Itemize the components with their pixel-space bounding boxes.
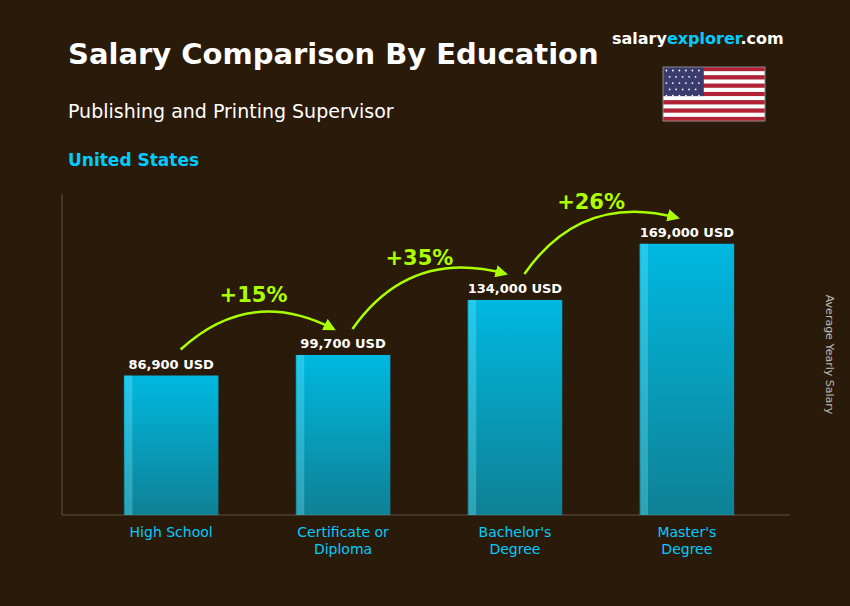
flag-star — [666, 70, 668, 72]
bar — [296, 355, 391, 515]
flag-star — [692, 95, 694, 97]
background — [0, 0, 850, 606]
flag-star — [672, 95, 674, 97]
flag-star — [672, 70, 674, 72]
flag-star — [679, 82, 681, 84]
arrow — [181, 311, 334, 349]
flag — [663, 67, 765, 121]
annotation: +35% — [385, 246, 453, 270]
arrow — [524, 212, 677, 274]
x-tick-label-line: Degree — [661, 541, 712, 557]
bars — [124, 244, 734, 515]
flag-star — [669, 89, 671, 91]
flag-star — [688, 89, 690, 91]
x-tick-label-line: High School — [130, 524, 213, 540]
flag-star — [698, 82, 700, 84]
bar — [640, 244, 735, 515]
flag-star — [685, 70, 687, 72]
data-label: 134,000 USD — [468, 281, 563, 296]
annotation: United States — [68, 150, 199, 170]
data-label: 99,700 USD — [300, 336, 386, 351]
bar-highlight — [125, 376, 133, 515]
flag-star — [675, 89, 677, 91]
arrow — [353, 268, 506, 329]
flag-star — [685, 82, 687, 84]
flag-star — [698, 70, 700, 72]
x-tick-label-line: Certificate or — [297, 524, 389, 540]
annotation: +26% — [557, 190, 625, 214]
flag-star — [688, 76, 690, 78]
flag-star — [682, 76, 684, 78]
flag-stripe — [663, 96, 765, 100]
title: Salary Comparison By Education — [68, 37, 599, 71]
bar — [124, 376, 219, 515]
x-tick-label: Certificate orDiploma — [297, 524, 389, 557]
bar-highlight — [641, 244, 649, 515]
flag-star — [666, 95, 668, 97]
bar-highlight — [469, 300, 477, 515]
brand-part: salary — [612, 29, 667, 48]
flag-canton — [663, 67, 704, 96]
data-label: 86,900 USD — [128, 357, 214, 372]
flag-star — [675, 76, 677, 78]
y-axis-line — [62, 194, 63, 515]
flag-star — [695, 76, 697, 78]
x-tick-label-line: Master's — [657, 524, 716, 540]
flag-stripe — [663, 113, 765, 117]
flag-stripe — [663, 100, 765, 104]
flag-star — [682, 89, 684, 91]
flag-star — [679, 70, 681, 72]
bar — [468, 300, 563, 515]
data-label: 169,000 USD — [640, 225, 735, 240]
y-axis-label: Average Yearly Salary — [823, 295, 836, 415]
x-tick-label-line: Degree — [489, 541, 540, 557]
flag-star — [672, 82, 674, 84]
subtitle: Publishing and Printing Supervisor — [68, 100, 394, 122]
annotation: +15% — [220, 283, 288, 307]
x-tick-label-line: Bachelor's — [479, 524, 552, 540]
x-tick-label: Bachelor'sDegree — [479, 524, 552, 557]
bar-highlight — [297, 355, 305, 515]
flag-stripe — [663, 109, 765, 113]
flag-star — [685, 95, 687, 97]
brand-part: explorer — [667, 29, 743, 48]
brand-part: .com — [740, 29, 783, 48]
flag-star — [679, 95, 681, 97]
flag-stripe — [663, 104, 765, 108]
chart: Salary Comparison By Education Publishing… — [0, 0, 850, 606]
flag-star — [695, 89, 697, 91]
flag-star — [692, 70, 694, 72]
flag-star — [666, 82, 668, 84]
x-tick-label: High School — [130, 524, 213, 540]
brand: salaryexplorer.com — [612, 29, 784, 48]
flag-star — [698, 95, 700, 97]
flag-star — [692, 82, 694, 84]
x-tick-label: Master'sDegree — [657, 524, 716, 557]
flag-star — [669, 76, 671, 78]
x-tick-label-line: Diploma — [314, 541, 372, 557]
flag-border — [663, 67, 765, 121]
